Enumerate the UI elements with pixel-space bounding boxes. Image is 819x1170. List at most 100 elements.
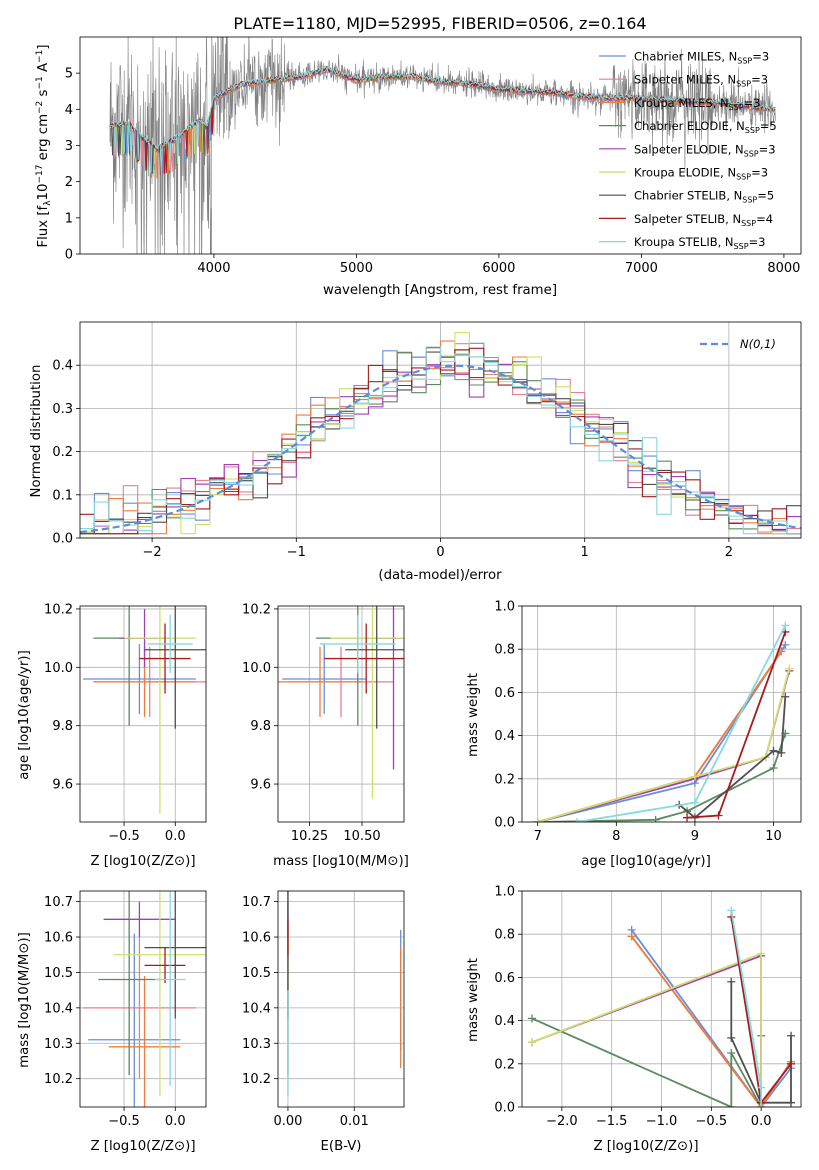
errorbar-salpeter-miles	[83, 937, 196, 1079]
residuals-frame	[79, 321, 802, 539]
series-line	[537, 650, 783, 822]
massweight-vs-Z-plot-area	[527, 906, 796, 1107]
spectrum-xlabel: wavelength [Angstrom, rest frame]	[323, 283, 557, 298]
x-tick-label: 10.25	[291, 829, 328, 844]
weight-age-ylabel: mass weight	[466, 673, 481, 757]
legend-entry: Kroupa MILES, NSSP=3	[634, 96, 760, 112]
errorbar-salpeter-elodie	[103, 901, 176, 938]
mass-vs-Z-grid	[80, 891, 206, 1107]
x-tick-label: −0.5	[108, 1114, 140, 1129]
series-marker	[683, 813, 692, 822]
age-vs-mass-grid	[278, 606, 404, 822]
massweight-vs-age-ticks: 7 8 9 10 0.0 0.2 0.4 0.6 0.8 1.0	[494, 600, 781, 845]
mass-ebv-xlabel: E(B-V)	[320, 1139, 361, 1154]
x-tick-label: 4000	[197, 261, 230, 276]
mass-vs-metallicity-panel: −0.5 0.0 10.2 10.3 10.4 10.5 10.6 10.7	[44, 890, 207, 1129]
series-marker	[527, 1038, 536, 1047]
gaussian-curve	[80, 364, 801, 534]
residuals-plot-area	[80, 331, 801, 535]
x-tick-label: 0.01	[340, 1114, 369, 1129]
series-marker	[787, 1059, 796, 1068]
age-vs-metallicity-panel: −0.5 0.0 9.6 9.8 10.0 10.2	[44, 602, 207, 844]
age-vs-mass-ticks: 10.25 10.50 9.6 9.8 10.0 10.2	[242, 602, 381, 844]
series-kroupa-stelib	[573, 621, 790, 822]
series-marker	[777, 748, 786, 757]
y-tick-label: 1	[65, 211, 73, 226]
errorbar-chabrier-stelib	[144, 606, 206, 729]
y-tick-label: 10.5	[44, 966, 73, 981]
errorbar-chabrier-stelib	[144, 891, 206, 1019]
x-tick-label: −1.0	[646, 1114, 678, 1129]
residual-histogram-panel: −2 −1 0 1 2 0.0 0.1 0.2 0.3 0.4 N(0,1)	[52, 321, 802, 560]
errorbar-salpeter-stelib	[324, 623, 404, 694]
mass-vs-Z-plot-area	[83, 891, 206, 1107]
x-tick-label: −2	[143, 545, 162, 560]
y-tick-label: 10.2	[44, 602, 73, 617]
y-tick-label: 10.7	[242, 895, 271, 910]
y-tick-label: 0.6	[494, 971, 515, 986]
errorbar-salpeter-stelib	[144, 947, 186, 984]
series-marker	[573, 818, 582, 822]
weight-age-xlabel: age [log10(age/yr)]	[581, 854, 711, 869]
errorbar-kroupa-elodie	[113, 891, 206, 1097]
y-tick-label: 10.4	[242, 1001, 271, 1016]
model-spectrum-kroupa-stelib	[109, 65, 776, 176]
age-vs-Z-grid	[80, 606, 206, 822]
errorbar-kroupa-stelib	[147, 614, 193, 674]
age-vs-mass-plot-area	[278, 606, 404, 799]
errorbar-kroupa-miles	[278, 646, 362, 717]
y-tick-label: 0.2	[494, 772, 515, 787]
series-marker	[781, 640, 790, 649]
spectrum-plot-area	[109, 37, 776, 254]
legend-entry: Salpeter MILES, NSSP=3	[634, 73, 768, 89]
y-tick-label: 0.2	[494, 1057, 515, 1072]
y-tick-label: 0.1	[52, 488, 73, 503]
y-tick-label: 10.3	[242, 1037, 271, 1052]
y-tick-label: 0.2	[52, 445, 73, 460]
series-line	[531, 954, 762, 1107]
series-salpeter-elodie	[527, 951, 766, 1107]
massweight-vs-age-grid	[522, 605, 801, 823]
errorbar-kroupa-stelib	[320, 614, 396, 674]
y-tick-label: 0.0	[52, 532, 73, 547]
y-tick-label: 9.8	[250, 719, 271, 734]
y-tick-label: 10.3	[44, 1037, 73, 1052]
series-kroupa-elodie	[533, 664, 794, 822]
mass-vs-EBV-ticks: 0.00 0.01 10.2 10.3 10.4 10.5 10.6 10.7	[242, 895, 369, 1129]
y-tick-label: 0.3	[52, 402, 73, 417]
age-z-ylabel: age [log10(age/yr)]	[17, 650, 32, 780]
age-vs-Z-ticks: −0.5 0.0 9.6 9.8 10.0 10.2	[44, 602, 186, 844]
age-vs-mass-frame	[277, 605, 405, 823]
y-tick-label: 0.8	[494, 928, 515, 943]
massweight-vs-Z-frame	[521, 890, 802, 1108]
histogram-ylabel: Normed distribution	[29, 365, 44, 498]
y-tick-label: 10.0	[242, 661, 271, 676]
series-marker	[627, 932, 636, 941]
massweight-vs-metallicity-panel: −2.0 −1.5 −1.0 −0.5 0.0 0.0 0.2 0.4 0.6 0.8 1.0	[494, 885, 802, 1129]
x-tick-label: −0.5	[108, 829, 140, 844]
errorbar-chabrier-miles	[83, 643, 196, 714]
y-tick-label: 0.0	[494, 1101, 515, 1116]
x-tick-label: −0.5	[696, 1114, 728, 1129]
legend-entry: Chabrier ELODIE, NSSP=5	[634, 119, 777, 135]
x-tick-label: 9	[691, 829, 699, 844]
errorbar-chabrier-miles	[282, 643, 367, 714]
y-tick-label: 10.6	[44, 931, 73, 946]
residuals-ticks: −2 −1 0 1 2 0.0 0.1 0.2 0.3 0.4	[52, 359, 733, 560]
y-tick-label: 0.4	[494, 729, 515, 744]
series-line	[576, 624, 787, 822]
spectrum-ylabel: Flux [fλ10−17 erg cm−2 s−1 A−1]	[35, 44, 53, 247]
y-tick-label: 0.4	[52, 359, 73, 374]
errorbar-kroupa-stelib	[154, 891, 186, 1086]
series-marker	[757, 1083, 766, 1092]
mass-vs-Z-frame	[79, 890, 207, 1108]
x-tick-label: 8	[612, 829, 620, 844]
y-tick-label: 0.0	[494, 816, 515, 831]
series-marker	[727, 1033, 736, 1042]
series-marker	[781, 621, 790, 630]
x-tick-label: 10	[765, 829, 782, 844]
series-marker	[727, 977, 736, 986]
spectrum-title: PLATE=1180, MJD=52995, FIBERID=0506, z=0…	[233, 14, 646, 33]
mass-z-ylabel: mass [log10(M/M⊙)]	[17, 932, 32, 1068]
y-tick-label: 10.2	[242, 1072, 271, 1087]
